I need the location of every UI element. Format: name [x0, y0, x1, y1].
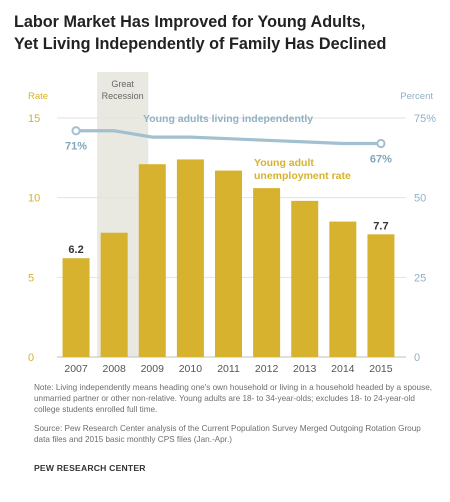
left-tick-label: 5 — [28, 272, 34, 284]
chart-title: Labor Market Has Improved for Young Adul… — [14, 11, 444, 55]
line-series-label: Young adults living independently — [143, 113, 313, 125]
line-path — [76, 129, 381, 146]
bar-data-label-first: 6.2 — [68, 244, 83, 256]
x-axis-ticks: 2007 2008 2009 2010 2011 2012 2013 2014 2015 — [64, 363, 392, 375]
left-tick-label: 15 — [28, 113, 40, 125]
x-tick-label: 2013 — [293, 363, 317, 375]
bar-2008 — [100, 232, 128, 357]
x-tick-label: 2014 — [331, 363, 355, 375]
recession-label-line-1: Great — [111, 79, 134, 89]
bar-series — [62, 159, 395, 357]
right-axis-ticks: 0 25 50 75% — [414, 113, 436, 364]
bar-2013 — [291, 200, 319, 357]
bar-2007 — [62, 258, 90, 357]
bar-2010 — [176, 159, 204, 357]
line-endpoint-marker — [376, 138, 386, 149]
x-tick-label: 2008 — [102, 363, 126, 375]
bar-2012 — [253, 188, 281, 357]
notes: Note: Living independently means heading… — [34, 382, 438, 452]
x-tick-label: 2012 — [255, 363, 279, 375]
title-line-1: Labor Market Has Improved for Young Adul… — [14, 13, 366, 31]
source-text: Source: Pew Research Center analysis of … — [34, 423, 421, 444]
right-tick-label: 25 — [414, 272, 426, 284]
x-tick-label: 2015 — [369, 363, 393, 375]
bar-series-label-line-1: Young adult — [254, 157, 314, 169]
left-axis-label: Rate — [28, 91, 48, 102]
right-tick-label: 50 — [414, 193, 426, 205]
title-line-2: Yet Living Independently of Family Has D… — [14, 35, 387, 53]
chart-area: Great Recession Rate Percent 0 5 10 15 0 25 5… — [28, 72, 436, 375]
x-tick-label: 2010 — [179, 363, 203, 375]
x-tick-label: 2009 — [141, 363, 165, 375]
note-text: Note: Living independently means heading… — [34, 383, 433, 415]
bar-2015 — [367, 234, 395, 357]
bar-series-label-line-2: unemployment rate — [254, 170, 351, 182]
right-tick-label: 0 — [414, 352, 420, 364]
line-series — [71, 126, 386, 149]
line-endpoint-marker — [71, 126, 81, 136]
line-data-label-first: 71% — [65, 141, 87, 153]
x-tick-label: 2011 — [217, 363, 240, 375]
bar-2014 — [329, 221, 357, 357]
footer-org: PEW RESEARCH CENTER — [34, 463, 146, 473]
right-axis-label: Percent — [400, 91, 433, 102]
recession-label-line-2: Recession — [102, 91, 144, 101]
left-tick-label: 0 — [28, 352, 34, 364]
right-tick-label: 75% — [414, 113, 436, 125]
left-tick-label: 10 — [28, 193, 40, 205]
line-data-label-last: 67% — [370, 153, 392, 165]
bar-2009 — [138, 164, 166, 357]
bar-data-label-last: 7.7 — [373, 220, 388, 232]
x-tick-label: 2007 — [64, 363, 88, 375]
bar-2011 — [215, 170, 242, 357]
left-axis-ticks: 0 5 10 15 — [28, 113, 40, 364]
